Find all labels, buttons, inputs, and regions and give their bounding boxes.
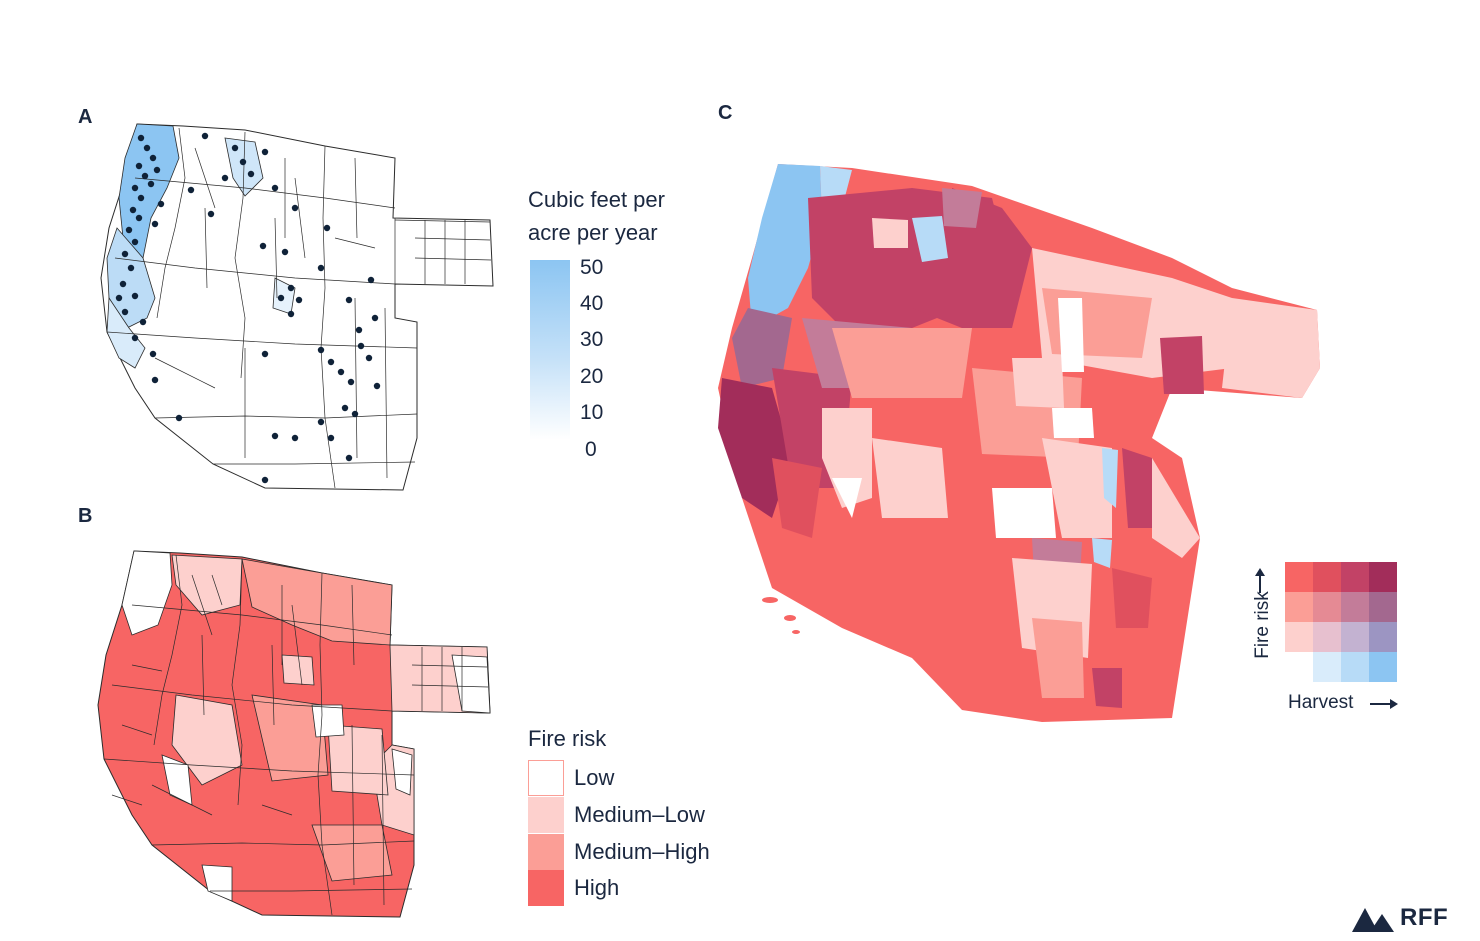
montana-medium-high [241, 558, 393, 646]
ca-coast-crimson [718, 378, 792, 518]
black-hills-blue [1102, 448, 1118, 508]
wyoming-white [1052, 408, 1094, 438]
fire-swatch-medium-low [528, 797, 564, 833]
bivariate-legend-grid [1285, 562, 1397, 682]
fire-label-medium-high: Medium–High [574, 839, 710, 864]
logo-text: RFF [1400, 904, 1449, 931]
wa-coast-high-harvest [748, 164, 822, 328]
arrow-right-icon [1370, 699, 1398, 709]
bivariate-x-axis-label: Harvest [1288, 692, 1354, 713]
oregon-medium [832, 328, 972, 398]
harvest-tick-10: 10 [580, 401, 604, 424]
bivar-cell-r0c1 [1313, 562, 1341, 592]
harvest-tick-30: 30 [580, 328, 604, 351]
fire-legend-high: High [528, 870, 619, 906]
fire-legend-low: Low [528, 760, 614, 796]
dakota-low-east [451, 654, 491, 714]
bivar-cell-r2c1 [1313, 622, 1341, 652]
bivar-cell-r1c2 [1341, 592, 1369, 622]
western-states-outline [100, 123, 494, 491]
plains-crimson [1122, 448, 1156, 528]
tx-edge-crimson [1112, 568, 1152, 628]
plains-light [1152, 458, 1200, 558]
fire-county-lines [103, 554, 489, 916]
bivar-cell-r3c1 [1313, 652, 1341, 682]
colorado-light [1042, 438, 1112, 538]
plains-low [391, 748, 413, 796]
county-lines [106, 127, 492, 489]
nm-crimson [1092, 668, 1122, 708]
fire-label-low: Low [574, 765, 615, 790]
fire-legend-medium-high: Medium–High [528, 834, 710, 870]
bivar-cell-r0c3 [1369, 562, 1397, 592]
north-interior-medium-low [281, 654, 315, 686]
great-basin-medium-low [171, 694, 243, 786]
bivar-cell-r3c3 [1369, 652, 1397, 682]
mill-dots [115, 132, 381, 484]
fire-legend-medium-low: Medium–Low [528, 797, 705, 833]
harvest-map [100, 123, 494, 491]
wyoming-light [1012, 358, 1064, 408]
bivar-cell-r2c3 [1369, 622, 1397, 652]
fire-label-high: High [574, 875, 620, 900]
idaho-light [872, 218, 908, 248]
colorado-medium-low [327, 724, 389, 796]
bivar-cell-r0c2 [1341, 562, 1369, 592]
bivar-cell-r2c2 [1341, 622, 1369, 652]
fire-swatch-low [528, 760, 564, 796]
bivar-cell-r2c0 [1285, 622, 1313, 652]
utah-medium-high [251, 694, 329, 782]
colorado-white [992, 488, 1056, 538]
panel-label-a: A [78, 106, 93, 128]
southwest-medium-high [311, 824, 393, 882]
nm-medium [1032, 618, 1084, 698]
bivar-cell-r1c0 [1285, 592, 1313, 622]
bivar-cell-r1c3 [1369, 592, 1397, 622]
north-medium-low [171, 554, 243, 616]
fire-risk-axis-text: Fire risk [1252, 591, 1273, 659]
plains-white [1058, 298, 1084, 372]
panel-label-b: B [78, 505, 93, 527]
rff-logo: RFF [1352, 904, 1448, 932]
nevada-white [832, 478, 862, 518]
montana-purple [942, 188, 982, 228]
fire-label-medium-low: Medium–Low [574, 802, 705, 827]
idaho-blue [912, 216, 948, 262]
mountain-icon [1352, 908, 1394, 932]
harvest-tick-20: 20 [580, 365, 604, 388]
south-blue [1092, 538, 1112, 568]
wyoming-low [311, 704, 345, 738]
fire-swatch-medium-high [528, 834, 564, 870]
bivar-cell-r1c1 [1313, 592, 1341, 622]
bivariate-map [718, 164, 1320, 722]
panel-label-c: C [718, 102, 733, 124]
bivar-cell-r3c2 [1341, 652, 1369, 682]
arrow-up-icon [1255, 568, 1265, 593]
dakota-crimson [1160, 336, 1204, 394]
bivar-cell-r0c0 [1285, 562, 1313, 592]
fire-swatch-high [528, 870, 564, 906]
islands [762, 597, 800, 634]
fire-risk-map [97, 550, 491, 918]
washington-coast-low [121, 550, 173, 636]
ca-south-crimson [772, 458, 822, 538]
fire-legend-title: Fire risk [528, 726, 607, 751]
dakota-light [1222, 298, 1320, 398]
harvest-legend-title-line1: Cubic feet per [528, 187, 665, 212]
harvest-gradient-bar [530, 260, 570, 440]
harvest-tick-50: 50 [580, 256, 604, 279]
arizona-low [201, 864, 233, 902]
or-coast-purple [732, 308, 792, 388]
bivariate-fills [718, 164, 1320, 708]
bivar-cell-r3c0 [1285, 652, 1313, 682]
utah-light [872, 438, 948, 518]
states-shape [100, 123, 494, 491]
harvest-legend-title-line2: acre per year [528, 220, 658, 245]
harvest-tick-40: 40 [580, 292, 604, 315]
oregon-medium-harvest [106, 227, 156, 329]
harvest-tick-0: 0 [585, 438, 597, 461]
